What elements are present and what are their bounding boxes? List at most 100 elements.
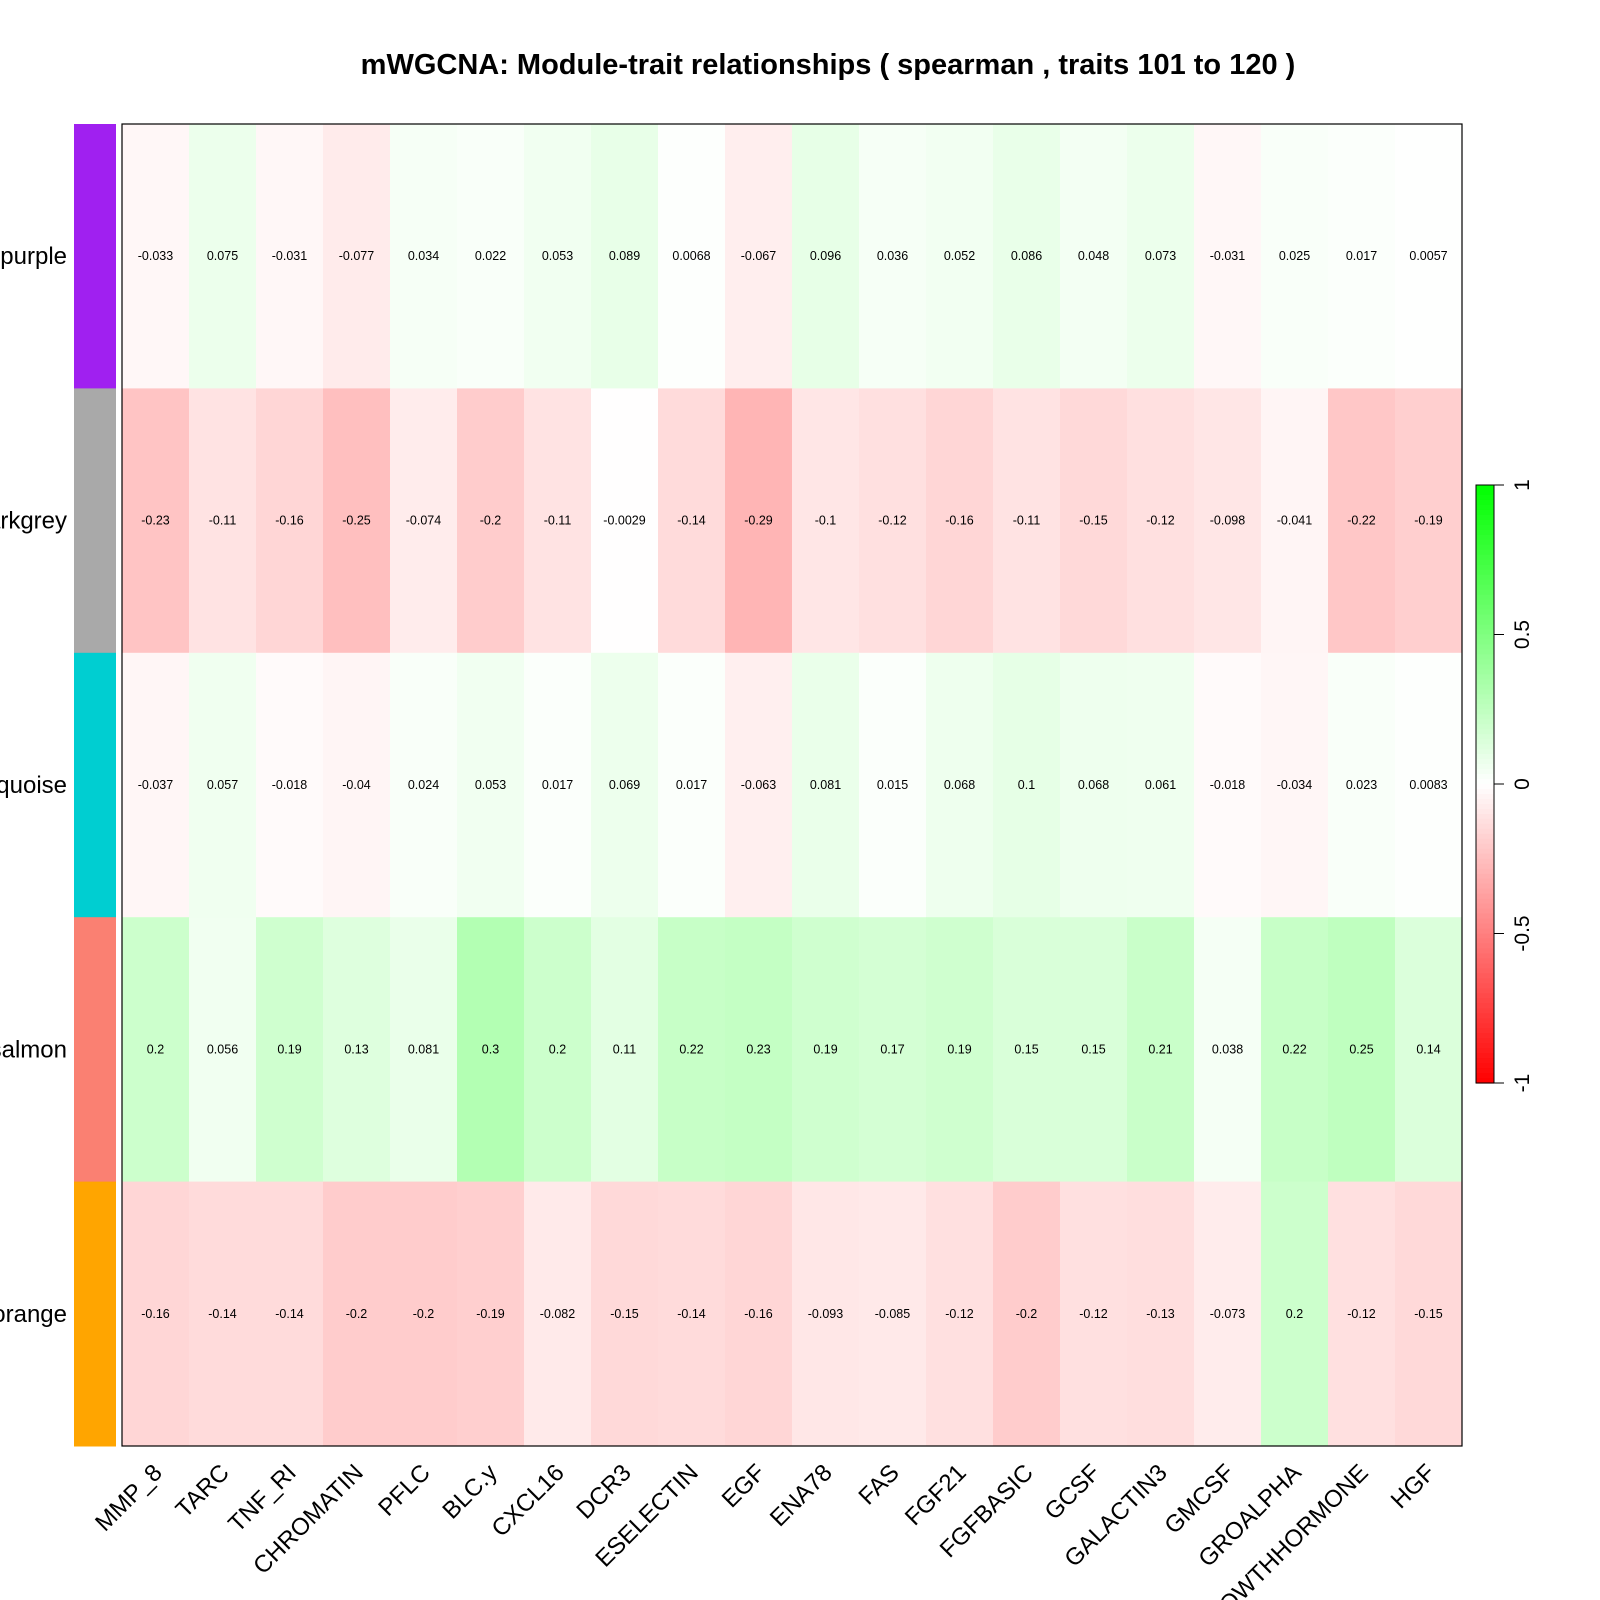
legend-gradient-segment (1476, 719, 1494, 725)
heatmap-cell (390, 1181, 458, 1447)
cell-value-label: 0.017 (542, 778, 573, 792)
row-label-purple: purple (0, 243, 67, 270)
heatmap-cell (792, 1181, 860, 1447)
cell-value-label: 0.017 (676, 778, 707, 792)
heatmap-cell (122, 917, 190, 1183)
heatmap-cell (122, 124, 190, 389)
legend-gradient-segment (1476, 489, 1494, 496)
legend-gradient-segment (1476, 744, 1494, 750)
heatmap-cell (323, 124, 391, 389)
legend-gradient-segment (1476, 774, 1494, 780)
column-label-dcr3: DCR3 (571, 1459, 636, 1524)
heatmap-cell (256, 1181, 324, 1447)
heatmap-cell (390, 124, 458, 389)
cell-value-label: 0.13 (344, 1042, 368, 1056)
heatmap-cell (323, 917, 391, 1183)
cell-value-label: 0.034 (408, 249, 439, 263)
legend-gradient-segment (1476, 1003, 1494, 1009)
cell-value-label: 0.053 (475, 778, 506, 792)
legend-tick-label: 0.5 (1511, 620, 1534, 649)
cell-value-label: 0.22 (1282, 1042, 1306, 1056)
legend-gradient-segment (1476, 674, 1494, 680)
legend-gradient-segment (1476, 828, 1494, 835)
legend-gradient-segment (1476, 873, 1494, 880)
cell-value-label: 0.0057 (1409, 249, 1447, 263)
heatmap-cell (1328, 1181, 1396, 1447)
cell-value-label: -0.11 (544, 514, 572, 528)
cell-value-label: 0.017 (1346, 249, 1377, 263)
cell-value-label: -0.2 (1016, 1307, 1038, 1321)
heatmap-cell (390, 917, 458, 1183)
heatmap-cell (1328, 917, 1396, 1183)
heatmap-cell (1261, 1181, 1329, 1447)
column-label-mmp-8: MMP_8 (90, 1459, 168, 1537)
cell-value-label: 0.053 (542, 249, 573, 263)
legend-gradient-segment (1476, 923, 1494, 930)
cell-value-label: -0.11 (209, 514, 237, 528)
cell-value-label: 0.025 (1279, 249, 1310, 263)
legend-gradient-segment (1476, 938, 1494, 945)
heatmap-cell (1261, 388, 1329, 654)
heatmap-cell (189, 917, 257, 1183)
cell-value-label: 0.19 (813, 1042, 837, 1056)
legend-gradient-segment (1476, 863, 1494, 870)
legend-gradient-segment (1476, 1068, 1494, 1074)
legend-gradient-segment (1476, 1008, 1494, 1014)
cell-value-label: 0.036 (877, 249, 908, 263)
heatmap-cell (457, 124, 525, 389)
legend-gradient-segment (1476, 734, 1494, 740)
legend-gradient-segment (1476, 679, 1494, 685)
cell-value-label: -0.13 (1146, 1307, 1175, 1321)
legend-gradient-segment (1476, 1013, 1494, 1019)
legend-gradient-segment (1476, 918, 1494, 925)
cell-value-label: 0.11 (613, 1042, 636, 1056)
legend-gradient-segment (1476, 649, 1494, 656)
chart-title: mWGCNA: Module-trait relationships ( spe… (361, 49, 1296, 81)
legend-gradient-segment (1476, 913, 1494, 920)
legend-gradient-segment (1476, 983, 1494, 989)
heatmap-cell (457, 1181, 525, 1447)
cell-value-label: 0.057 (207, 778, 238, 792)
cell-value-label: -0.098 (1210, 514, 1245, 528)
cell-value-label: 0.0083 (1409, 778, 1447, 792)
cell-value-label: -0.2 (413, 1307, 435, 1321)
legend-gradient-segment (1476, 993, 1494, 999)
legend-tick-label: 1 (1511, 479, 1534, 491)
heatmap-cell (1395, 917, 1463, 1183)
cell-value-label: 0.068 (1078, 778, 1109, 792)
cell-value-label: 0.21 (1148, 1042, 1172, 1056)
cell-value-label: -0.15 (1414, 1307, 1443, 1321)
legend-gradient-segment (1476, 749, 1494, 755)
legend-gradient-segment (1476, 704, 1494, 710)
legend-gradient-segment (1476, 564, 1494, 571)
heatmap-cell (1127, 124, 1195, 389)
column-label-fas: FAS (854, 1459, 905, 1510)
cell-value-label: 0.052 (944, 249, 975, 263)
cell-value-label: 0.061 (1145, 778, 1176, 792)
legend-gradient-segment (1476, 579, 1494, 586)
heatmap-cell (1328, 388, 1396, 654)
cell-value-label: 0.2 (549, 1042, 566, 1056)
heatmap-cells (122, 124, 1463, 1447)
legend-gradient-segment (1476, 599, 1494, 606)
legend-gradient-segment (1476, 759, 1494, 765)
row-label-turquoise: turquoise (0, 772, 67, 799)
legend-gradient-segment (1476, 614, 1494, 621)
heatmap-cell (725, 388, 793, 654)
cell-value-label: -0.2 (480, 514, 502, 528)
legend-tick-label: 0 (1511, 778, 1534, 790)
row-label-orange: orange (0, 1301, 67, 1328)
legend-gradient-segment (1476, 803, 1494, 810)
heatmap-cell (524, 388, 592, 654)
legend-gradient-segment (1476, 1028, 1494, 1034)
cell-value-label: -0.041 (1277, 514, 1312, 528)
heatmap-cell (122, 652, 190, 918)
cell-value-label: -0.082 (540, 1307, 575, 1321)
legend-gradient-segment (1476, 684, 1494, 690)
heatmap-cell (1127, 917, 1195, 1183)
legend-gradient-segment (1476, 798, 1494, 805)
heatmap-cell (993, 652, 1061, 918)
heatmap-cell (323, 652, 391, 918)
cell-value-labels: -0.033 0.075 -0.031 -0.077 0.034 0.022 0.053 0.… (138, 249, 1448, 1321)
heatmap-cell (1328, 652, 1396, 918)
